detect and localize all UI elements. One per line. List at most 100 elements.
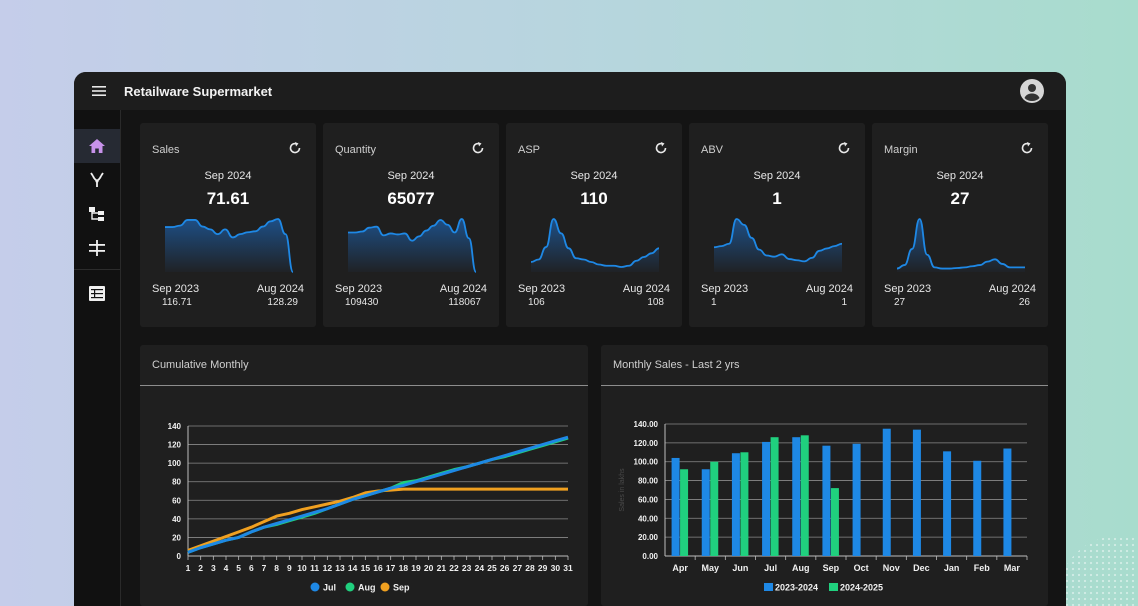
legend-label[interactable]: Sep [393, 583, 410, 593]
kpi-title: Quantity [335, 144, 376, 156]
refresh-icon[interactable] [1020, 141, 1034, 155]
y-tick-label: 0 [177, 552, 182, 561]
account-circle-icon [1024, 84, 1040, 101]
bar-2024-2025[interactable] [740, 452, 749, 556]
kpi-left-period: Sep 2023 [701, 283, 749, 295]
bar-2023-2024[interactable] [671, 457, 680, 556]
bar-2024-2025[interactable] [830, 488, 839, 556]
kpi-right-period: Aug 2024 [622, 283, 670, 295]
bar-2024-2025[interactable] [710, 461, 719, 556]
x-tick-label: 14 [348, 563, 358, 573]
kpi-sparkline [713, 218, 843, 272]
x-tick-label: 25 [487, 563, 497, 573]
bar-2023-2024[interactable] [882, 428, 891, 556]
kpi-left-footer: Sep 2023 1 [701, 283, 748, 308]
kpi-value: 1 [772, 189, 782, 208]
x-tick-label: 10 [297, 563, 307, 573]
y-tick-label: 20 [172, 533, 181, 542]
bar-2023-2024[interactable] [973, 460, 982, 556]
kpi-period: Sep 2024 [753, 170, 801, 182]
bar-2023-2024[interactable] [912, 429, 921, 556]
nav-table[interactable] [74, 276, 120, 310]
legend-marker [345, 582, 355, 592]
sparkline-area [531, 219, 659, 272]
x-tick-label: 31 [563, 563, 573, 573]
kpi-value: 110 [580, 189, 608, 208]
nav-hierarchy[interactable] [74, 197, 120, 231]
hamburger-icon [92, 86, 106, 96]
x-tick-label: 17 [386, 563, 396, 573]
split-icon [89, 240, 105, 256]
account-avatar[interactable] [1020, 79, 1044, 103]
bar-2023-2024[interactable] [943, 451, 952, 556]
kpi-left-value: 109430 [345, 297, 379, 308]
refresh-icon[interactable] [288, 141, 302, 155]
x-tick-label: Aug [792, 563, 810, 573]
bar-2024-2025[interactable] [800, 435, 809, 556]
kpi-period: Sep 2024 [936, 170, 984, 182]
legend-label[interactable]: 2024-2025 [840, 583, 883, 593]
branch-icon [90, 172, 104, 187]
x-tick-label: 26 [500, 563, 510, 573]
kpi-left-period: Sep 2023 [152, 283, 200, 295]
bar-2024-2025[interactable] [680, 469, 689, 556]
kpi-sparkline [530, 218, 660, 272]
x-tick-label: 18 [399, 563, 409, 573]
legend-label[interactable]: Jul [323, 583, 336, 593]
bar-2023-2024[interactable] [852, 443, 861, 556]
x-tick-label: Jan [944, 563, 960, 573]
x-tick-label: 30 [551, 563, 561, 573]
kpi-title: ABV [701, 144, 724, 156]
bar-2024-2025[interactable] [770, 437, 779, 556]
home-icon [89, 139, 105, 153]
nav-split[interactable] [74, 231, 120, 265]
cumulative-monthly-panel: Cumulative Monthly 0 20 40 60 80 100 120 140 1 2 3… [140, 345, 588, 606]
series-line-sep [187, 487, 568, 552]
nav-branch[interactable] [74, 163, 120, 197]
kpi-sparkline [348, 218, 477, 273]
bar-2023-2024[interactable] [731, 453, 740, 556]
panel-title: Cumulative Monthly [152, 359, 249, 371]
kpi-right-period: Aug 2024 [805, 283, 853, 295]
legend-label[interactable]: 2023-2024 [775, 583, 818, 593]
refresh-icon[interactable] [654, 141, 668, 155]
x-tick-label: Oct [854, 563, 869, 573]
panel-divider [140, 385, 588, 386]
x-tick-label: Nov [883, 563, 900, 573]
bar-2023-2024[interactable] [792, 437, 801, 556]
x-tick-label: 3 [211, 563, 216, 573]
kpi-right-value: 108 [647, 297, 664, 308]
y-tick-label: 80.00 [638, 477, 659, 486]
bar-2023-2024[interactable] [1003, 448, 1012, 556]
refresh-icon[interactable] [837, 141, 851, 155]
bar-2023-2024[interactable] [822, 445, 831, 556]
x-tick-label: 24 [475, 563, 485, 573]
kpi-period: Sep 2024 [570, 170, 618, 182]
x-tick-label: 27 [513, 563, 523, 573]
app-bar: Retailware Supermarket [74, 72, 1066, 110]
x-tick-label: Apr [672, 563, 688, 573]
sparkline-line [165, 218, 294, 273]
bar-2023-2024[interactable] [762, 441, 771, 556]
sparkline-area [897, 219, 1025, 272]
kpi-right-value: 118067 [448, 297, 481, 308]
bar-2023-2024[interactable] [701, 469, 710, 556]
legend-label[interactable]: Aug [358, 583, 376, 593]
refresh-icon[interactable] [471, 141, 485, 155]
x-tick-label: 20 [424, 563, 434, 573]
x-tick-label: 7 [262, 563, 267, 573]
kpi-left-footer: Sep 2023 109430 [335, 283, 382, 308]
menu-button[interactable] [74, 72, 124, 110]
kpi-right-footer: Aug 2024 118067 [440, 283, 487, 308]
kpi-title: ASP [518, 144, 541, 156]
sparkline-line [530, 218, 660, 268]
nav-home[interactable] [74, 129, 120, 163]
x-tick-label: 4 [224, 563, 229, 573]
kpi-left-footer: Sep 2023 106 [518, 283, 565, 308]
kpi-left-value: 116.71 [162, 297, 192, 308]
sparkline-area [348, 219, 476, 272]
legend-marker [764, 583, 773, 591]
x-tick-label: 5 [236, 563, 241, 573]
kpi-value: 65077 [387, 189, 435, 208]
